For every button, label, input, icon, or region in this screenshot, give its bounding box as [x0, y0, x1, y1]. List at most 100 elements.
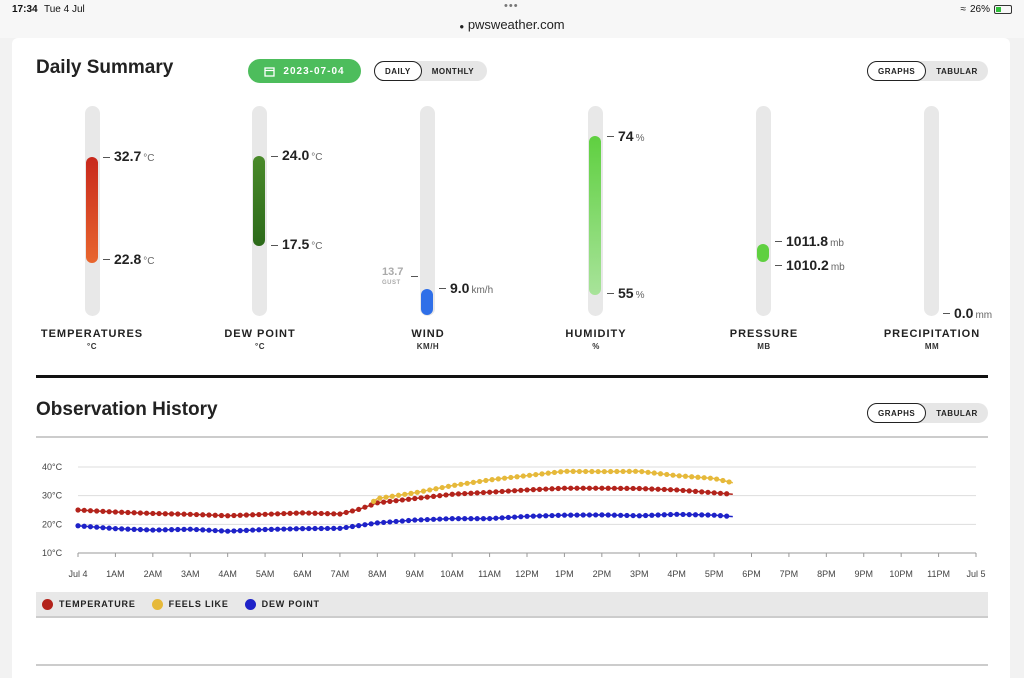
data-point: [536, 486, 543, 492]
humidity-unit-label: %: [592, 342, 600, 351]
url-text: pwsweather.com: [467, 17, 565, 32]
history-graphs-tab[interactable]: GRAPHS: [867, 403, 927, 423]
data-point: [131, 526, 137, 532]
data-point: [218, 512, 225, 519]
data-point: [430, 493, 437, 499]
data-point: [318, 525, 324, 532]
data-point: [312, 525, 318, 532]
summary-tabular-tab[interactable]: TABULAR: [936, 66, 978, 76]
data-point: [268, 526, 274, 532]
data-point: [193, 526, 200, 533]
data-point: [699, 489, 705, 495]
data-point: [564, 468, 570, 474]
battery-percent: 26%: [969, 4, 990, 15]
history-tabular-tab[interactable]: TABULAR: [936, 408, 978, 418]
data-point: [94, 508, 100, 514]
address-bar[interactable]: ● pwsweather.com: [0, 17, 1024, 32]
data-point: [724, 491, 730, 497]
data-point: [112, 509, 119, 515]
data-point: [549, 486, 555, 492]
data-point: [670, 472, 676, 478]
temperature-range-bar: [86, 157, 98, 263]
data-point: [512, 488, 518, 494]
data-point: [231, 512, 237, 519]
dewpoint-range-bar: [253, 156, 265, 246]
data-point: [445, 483, 452, 489]
precipitation-value: 0.0 mm: [954, 305, 993, 321]
daily-tab[interactable]: DAILY: [374, 61, 422, 81]
data-point: [487, 515, 493, 522]
data-point: [106, 509, 112, 515]
wind-gust-tick: [411, 276, 418, 277]
data-point: [343, 509, 349, 516]
data-point: [449, 516, 455, 522]
data-point: [100, 525, 106, 531]
data-point: [405, 496, 412, 502]
x-tick-label: 5PM: [705, 569, 724, 579]
data-point: [674, 487, 680, 493]
x-tick-label: Jul 4: [68, 569, 87, 579]
bottom-divider: [36, 664, 988, 666]
data-point: [655, 486, 661, 492]
observation-chart[interactable]: 40°C 30°C 20°C 10°C Jul 4 1AM 2AM 3AM 4AM 5AM 6AM 7…: [36, 455, 988, 585]
data-point: [493, 515, 499, 521]
data-point: [576, 468, 583, 475]
data-point: [626, 468, 632, 474]
data-point: [551, 469, 558, 476]
data-point: [274, 526, 281, 532]
temperature-high: 32.7 °C: [114, 148, 155, 164]
x-tick-label: Jul 5: [966, 569, 985, 579]
data-point: [695, 474, 701, 480]
date-picker-button[interactable]: 2023-07-04: [248, 59, 361, 83]
x-tick-label: 4PM: [667, 569, 686, 579]
data-point: [533, 471, 539, 478]
data-point: [306, 510, 312, 516]
multitasking-dots-icon[interactable]: •••: [504, 0, 519, 12]
data-point: [530, 487, 536, 493]
data-point: [243, 512, 250, 518]
pressure-range-bar: [757, 244, 769, 262]
data-point: [464, 480, 470, 486]
data-point: [539, 471, 545, 477]
data-point: [424, 516, 430, 523]
x-tick-label: 10PM: [889, 569, 913, 579]
data-point: [420, 488, 427, 494]
data-point: [477, 478, 483, 485]
x-tick-label: 7AM: [331, 569, 350, 579]
data-point: [674, 511, 680, 517]
data-point: [599, 512, 605, 518]
monthly-tab[interactable]: MONTHLY: [431, 66, 475, 76]
data-point: [593, 485, 599, 491]
temperature-high-tick: [103, 157, 110, 158]
data-point: [144, 510, 150, 516]
ios-status-bar: 17:34 Tue 4 Jul ••• ● pwsweather.com ≈ 2…: [0, 0, 1024, 38]
data-point: [505, 514, 511, 521]
x-tick-label: 2AM: [144, 569, 163, 579]
data-point: [455, 491, 462, 497]
data-point: [505, 488, 511, 494]
data-point: [514, 474, 520, 480]
legend-temperature[interactable]: TEMPERATURE: [42, 598, 136, 610]
data-point: [642, 486, 649, 492]
x-tick-label: 8AM: [368, 569, 387, 579]
legend-divider: [36, 616, 988, 618]
data-point: [649, 512, 655, 518]
data-point: [483, 477, 489, 484]
x-tick-label: 11PM: [927, 569, 950, 579]
battery-icon: [994, 5, 1012, 14]
data-point: [106, 525, 112, 531]
temperature-low: 22.8 °C: [114, 251, 155, 267]
summary-graphs-tab[interactable]: GRAPHS: [867, 61, 927, 81]
data-point: [206, 527, 212, 533]
legend-feels-like[interactable]: FEELS LIKE: [151, 598, 229, 610]
legend-dew-point[interactable]: DEW POINT: [244, 598, 320, 610]
temperature-swatch: [42, 598, 53, 610]
temperature-label: TEMPERATURES: [40, 328, 144, 340]
data-point: [193, 511, 200, 518]
y-tick-label: 10°C: [42, 548, 63, 558]
data-point: [692, 488, 699, 494]
data-point: [711, 490, 717, 496]
data-point: [150, 510, 156, 517]
data-point: [555, 512, 561, 518]
data-point: [250, 527, 256, 533]
